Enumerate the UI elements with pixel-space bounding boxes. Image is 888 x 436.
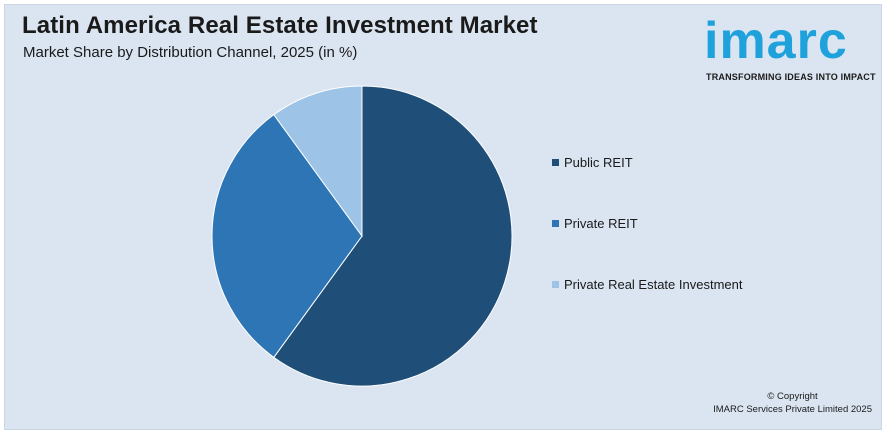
logo-tagline: TRANSFORMING IDEAS INTO IMPACT [706, 72, 876, 82]
pie-slice-public-reit [273, 85, 513, 387]
legend-item: Private REIT [552, 216, 638, 231]
copyright-company: IMARC Services Private Limited 2025 [713, 404, 872, 415]
copyright-notice: © Copyright IMARC Services Private Limit… [713, 390, 872, 416]
legend-label: Private Real Estate Investment [564, 277, 743, 292]
pie-slice-private-reit [211, 113, 363, 359]
logo-wordmark: imarc [704, 12, 848, 70]
legend-swatch [552, 159, 559, 166]
legend-swatch [552, 220, 559, 227]
copyright-label: © Copyright [767, 391, 818, 402]
legend-label: Public REIT [564, 155, 633, 170]
legend-label: Private REIT [564, 216, 638, 231]
legend-item: Private Real Estate Investment [552, 277, 742, 292]
legend-swatch [552, 281, 559, 288]
pie-slice-private-real-estate-investment [273, 85, 363, 238]
imarc-logo: imarc TRANSFORMING IDEAS INTO IMPACT [704, 12, 876, 86]
chart-title: Latin America Real Estate Investment Mar… [22, 12, 538, 39]
legend-item: Public REIT [552, 155, 633, 170]
chart-subtitle: Market Share by Distribution Channel, 20… [23, 44, 358, 61]
